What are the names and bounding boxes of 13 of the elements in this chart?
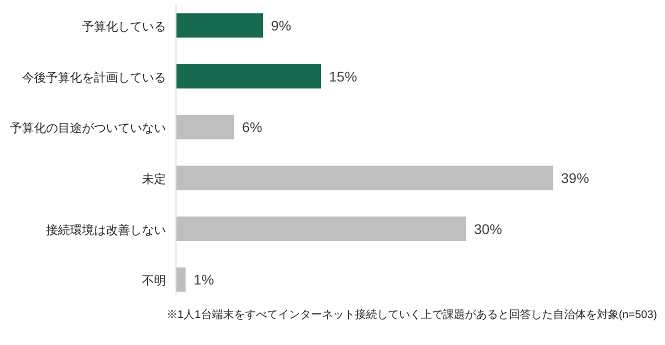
data-label: 39% [561, 170, 590, 186]
y-tick-label: 予算化している [82, 19, 166, 34]
data-label: 1% [194, 272, 214, 288]
data-label: 15% [329, 68, 358, 84]
text: ※1人1台端末をすべてインターネット接続していく上で課題があると回答した自治体を対象(n=503) [166, 308, 657, 321]
y-tick-label: 不明 [142, 274, 166, 288]
y-tick-label: 接続環境は改善しない [46, 222, 166, 237]
data-label: 9% [271, 17, 292, 34]
data-label: 6% [242, 119, 262, 136]
y-tick-label: 未定 [142, 172, 166, 186]
y-tick-label: 予算化の目途がついていない [10, 121, 166, 136]
y-tick-label: 今後予算化を計画している [22, 70, 166, 84]
data-label: 30% [474, 220, 502, 237]
